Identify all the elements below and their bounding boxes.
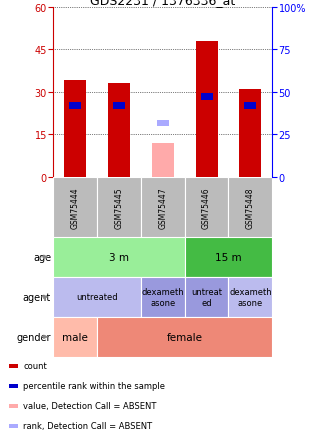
Bar xyxy=(69,102,81,109)
Bar xyxy=(97,317,272,357)
Text: GSM75446: GSM75446 xyxy=(202,187,211,228)
Text: GSM75445: GSM75445 xyxy=(115,187,123,228)
Bar xyxy=(244,102,256,109)
Text: GSM75444: GSM75444 xyxy=(71,187,80,228)
Bar xyxy=(53,178,97,237)
Bar xyxy=(141,277,185,317)
Text: count: count xyxy=(23,362,47,371)
Bar xyxy=(228,277,272,317)
Bar xyxy=(239,90,261,178)
Bar xyxy=(53,317,97,357)
Bar xyxy=(9,424,18,428)
Bar xyxy=(108,84,130,178)
Text: male: male xyxy=(62,332,88,342)
Text: value, Detection Call = ABSENT: value, Detection Call = ABSENT xyxy=(23,401,156,411)
Bar xyxy=(9,384,18,388)
Text: GSM75447: GSM75447 xyxy=(158,187,167,228)
Bar xyxy=(185,277,228,317)
Text: agent: agent xyxy=(23,292,51,302)
Text: gender: gender xyxy=(17,332,51,342)
Bar xyxy=(97,178,141,237)
Text: dexameth
asone: dexameth asone xyxy=(141,287,184,307)
Text: GSM75448: GSM75448 xyxy=(246,187,255,228)
Text: rank, Detection Call = ABSENT: rank, Detection Call = ABSENT xyxy=(23,421,152,431)
Text: untreat
ed: untreat ed xyxy=(191,287,222,307)
Bar xyxy=(201,94,213,101)
Bar xyxy=(185,237,272,277)
Title: GDS2231 / 1376336_at: GDS2231 / 1376336_at xyxy=(90,0,235,7)
Bar xyxy=(53,237,185,277)
Bar xyxy=(9,404,18,408)
Text: 15 m: 15 m xyxy=(215,252,242,262)
Text: 3 m: 3 m xyxy=(109,252,129,262)
Bar xyxy=(141,178,185,237)
Bar xyxy=(228,178,272,237)
Text: female: female xyxy=(167,332,203,342)
Text: age: age xyxy=(33,252,51,262)
Bar xyxy=(152,144,174,178)
Text: dexameth
asone: dexameth asone xyxy=(229,287,272,307)
Text: untreated: untreated xyxy=(76,293,118,302)
Bar xyxy=(9,364,18,368)
Bar xyxy=(196,42,218,178)
Text: percentile rank within the sample: percentile rank within the sample xyxy=(23,381,165,391)
Bar xyxy=(157,121,169,127)
Bar xyxy=(113,102,125,109)
Bar xyxy=(185,178,228,237)
Bar xyxy=(53,277,141,317)
Bar xyxy=(64,81,86,178)
